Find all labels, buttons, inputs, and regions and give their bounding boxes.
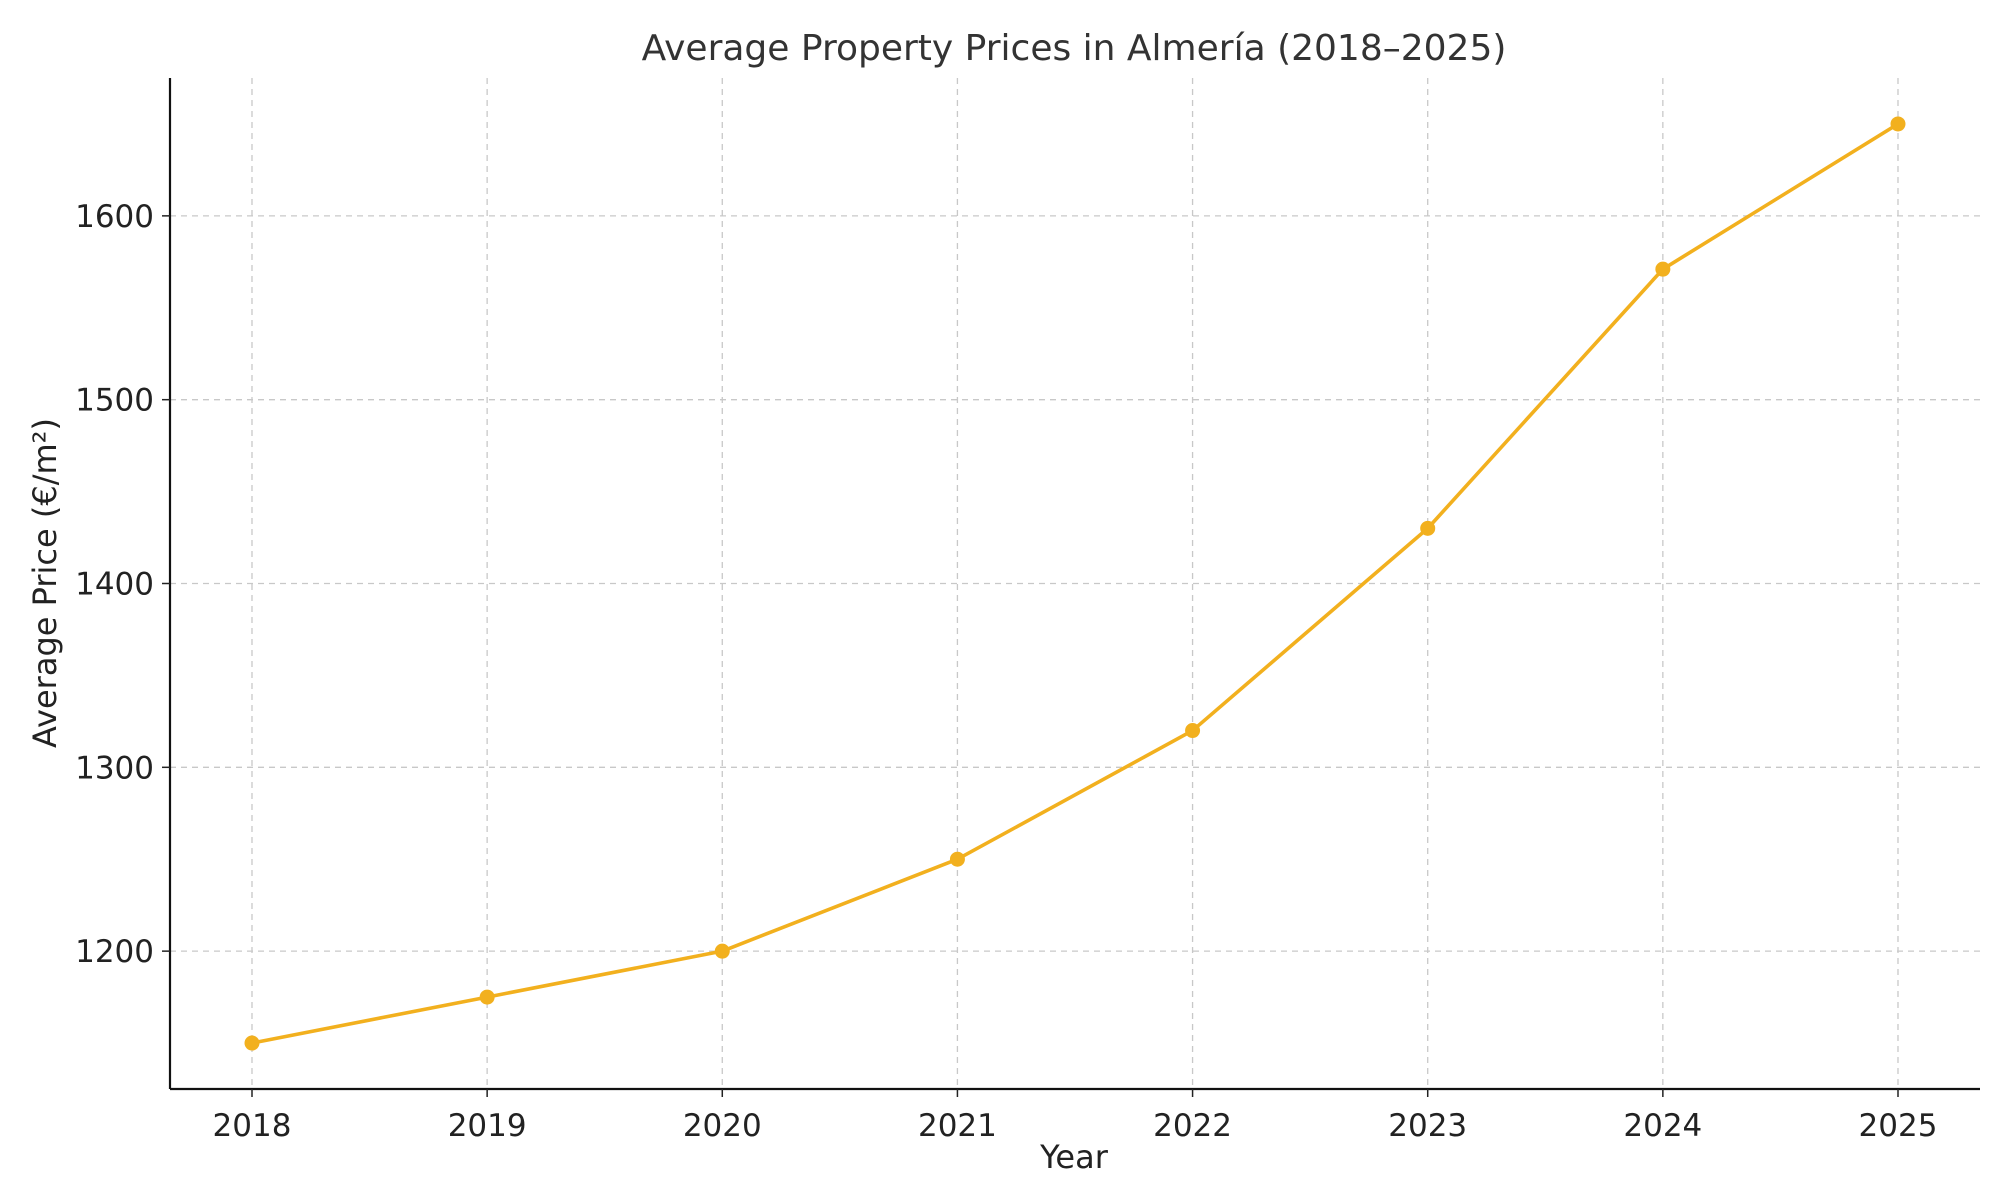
data-point [1655, 261, 1671, 277]
data-point [1420, 520, 1436, 536]
y-tick-label: 1400 [75, 567, 154, 603]
data-point [714, 943, 730, 959]
x-tick-label: 2024 [1623, 1108, 1702, 1144]
x-axis-ticks: 2018 2019 2020 2021 2022 2023 2024 2025 [213, 1089, 1938, 1144]
y-axis-label: Average Price (€/m²) [26, 418, 64, 748]
data-point [949, 851, 965, 867]
data-point [1185, 723, 1201, 739]
grid [170, 78, 1980, 1089]
x-tick-label: 2023 [1388, 1108, 1467, 1144]
x-tick-label: 2025 [1859, 1108, 1938, 1144]
y-tick-label: 1200 [75, 934, 154, 970]
series [244, 116, 1906, 1051]
y-tick-label: 1300 [75, 750, 154, 786]
x-tick-label: 2022 [1153, 1108, 1232, 1144]
y-tick-label: 1500 [75, 383, 154, 419]
series-line [250, 122, 1900, 1045]
x-tick-label: 2020 [683, 1108, 762, 1144]
data-point [479, 989, 495, 1005]
y-axis-ticks: 1200 1300 1400 1500 1600 [75, 199, 170, 970]
x-tick-label: 2018 [213, 1108, 292, 1144]
data-point [244, 1035, 260, 1051]
data-point [1890, 116, 1906, 132]
chart-title: Average Property Prices in Almería (2018… [642, 28, 1507, 69]
x-tick-label: 2021 [918, 1108, 997, 1144]
x-tick-label: 2019 [448, 1108, 527, 1144]
x-axis-label: Year [1039, 1138, 1109, 1176]
y-tick-label: 1600 [75, 199, 154, 235]
